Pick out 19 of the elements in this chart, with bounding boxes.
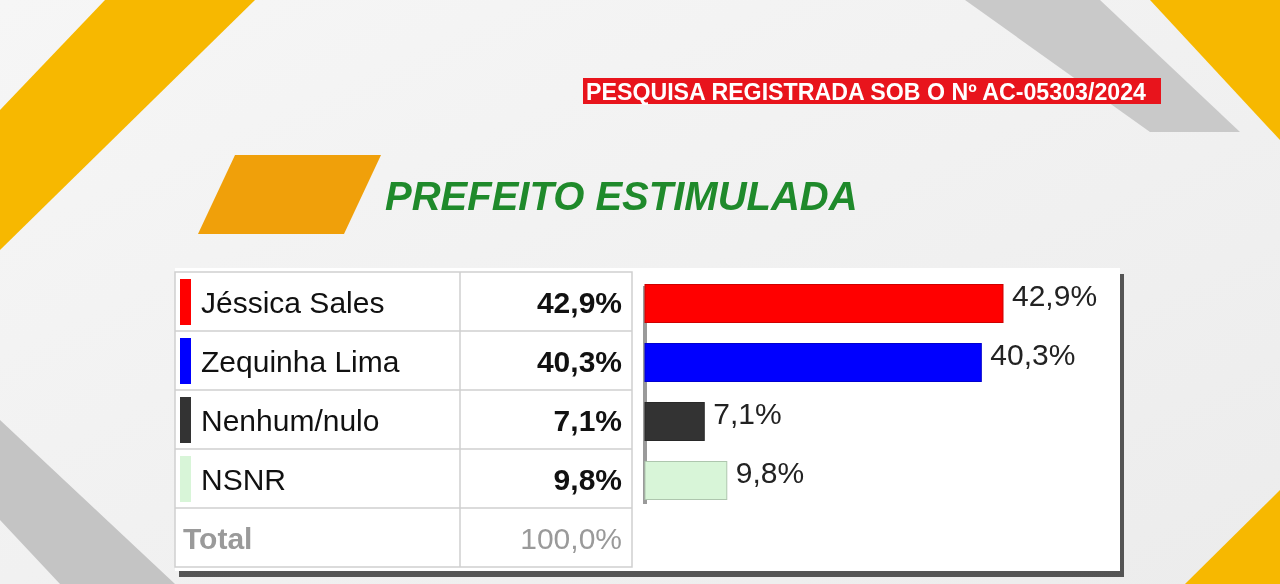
bar	[644, 284, 1004, 323]
data-label: 7,1%	[553, 403, 622, 437]
data-label: 42,9%	[536, 285, 622, 319]
y-tick-label: Jéssica Sales	[201, 285, 385, 319]
bar	[644, 461, 728, 500]
y-tick-label: NSNR	[201, 462, 287, 496]
chart-title: PREFEITO ESTIMULADA	[385, 174, 858, 218]
data-label: 9,8%	[553, 462, 622, 496]
text: Total	[183, 521, 253, 555]
bar	[644, 402, 705, 441]
text: 7,1%	[713, 396, 782, 430]
text: 9,8%	[735, 455, 805, 489]
text: 100,0%	[520, 521, 622, 555]
y-tick-label: Nenhum/nulo	[201, 403, 380, 437]
data-label: 40,3%	[536, 344, 622, 378]
bar	[644, 343, 982, 382]
text: 40,3%	[990, 337, 1076, 371]
y-tick-label: Zequinha Lima	[201, 344, 400, 378]
text: 42,9%	[1012, 278, 1098, 312]
